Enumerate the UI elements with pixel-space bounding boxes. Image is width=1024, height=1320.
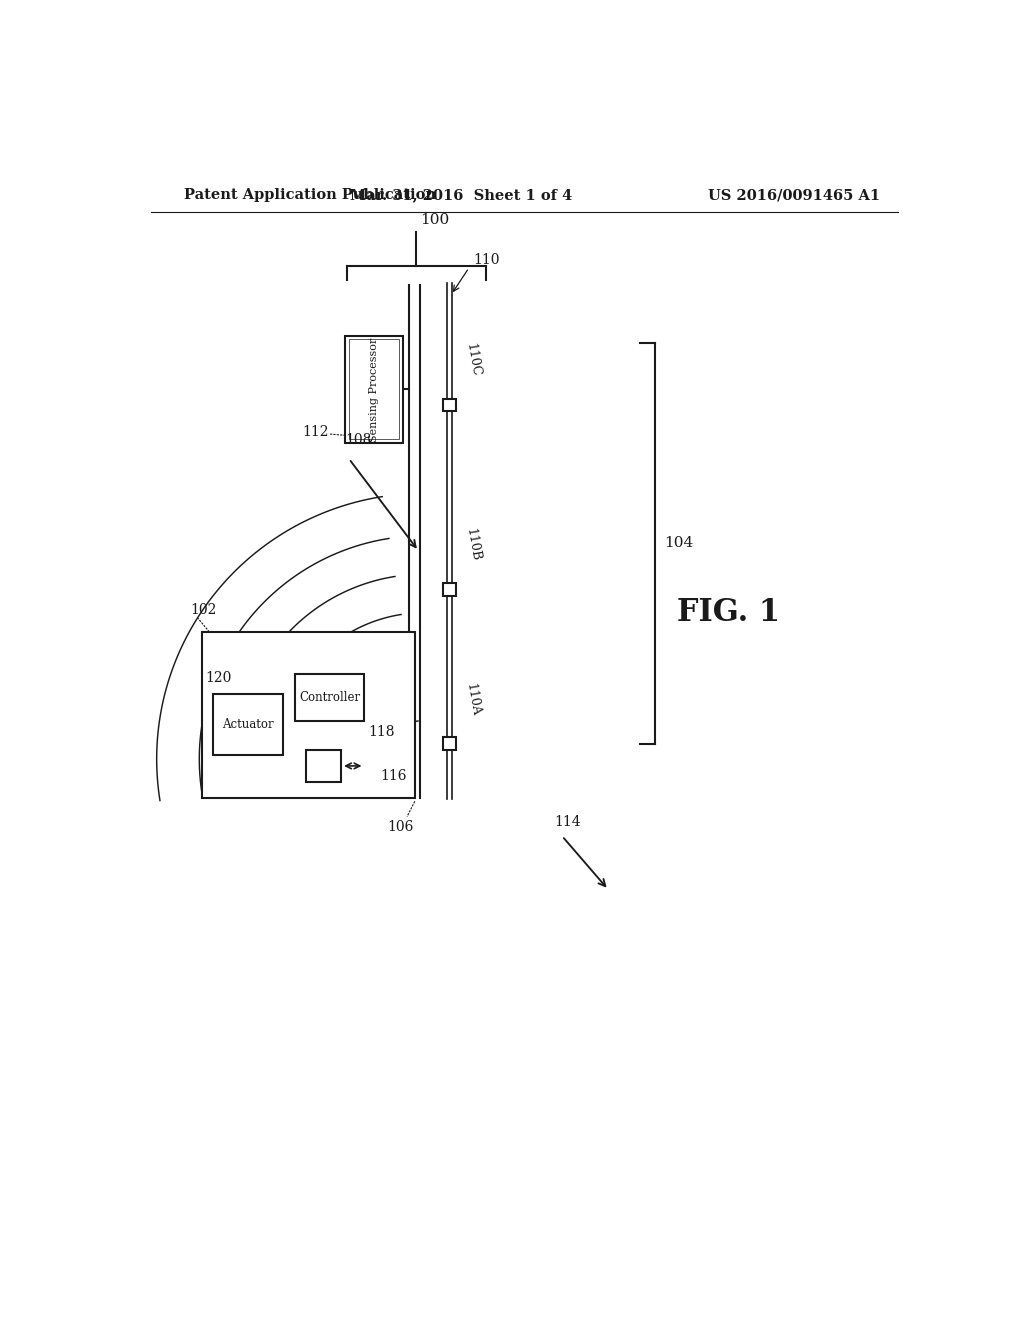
Text: Sensing Processor: Sensing Processor [369,338,379,441]
Bar [345,335,403,444]
Text: 116: 116 [380,770,407,783]
Bar [443,738,456,750]
Bar [295,675,365,721]
Text: 110C: 110C [464,342,482,378]
Text: FIG. 1: FIG. 1 [677,597,780,628]
Text: 104: 104 [665,536,693,550]
Text: 110: 110 [473,253,500,267]
Bar [443,399,456,411]
Text: 112: 112 [302,425,329,438]
Text: 108: 108 [345,433,372,447]
Bar [213,693,283,755]
Bar [349,339,399,440]
Text: 100: 100 [420,213,450,227]
Text: Patent Application Publication: Patent Application Publication [183,189,436,202]
Bar [306,750,341,781]
Text: 110A: 110A [464,682,482,717]
Text: 120: 120 [206,671,231,685]
Text: Mar. 31, 2016  Sheet 1 of 4: Mar. 31, 2016 Sheet 1 of 4 [350,189,572,202]
Text: 114: 114 [554,816,581,829]
Bar [443,583,456,595]
Text: Controller: Controller [299,690,360,704]
Text: 118: 118 [369,725,394,739]
Bar [202,632,415,797]
Text: 110B: 110B [464,528,482,562]
Text: Actuator: Actuator [222,718,274,731]
Text: 106: 106 [388,820,414,834]
Text: US 2016/0091465 A1: US 2016/0091465 A1 [709,189,881,202]
Text: 102: 102 [190,603,216,618]
